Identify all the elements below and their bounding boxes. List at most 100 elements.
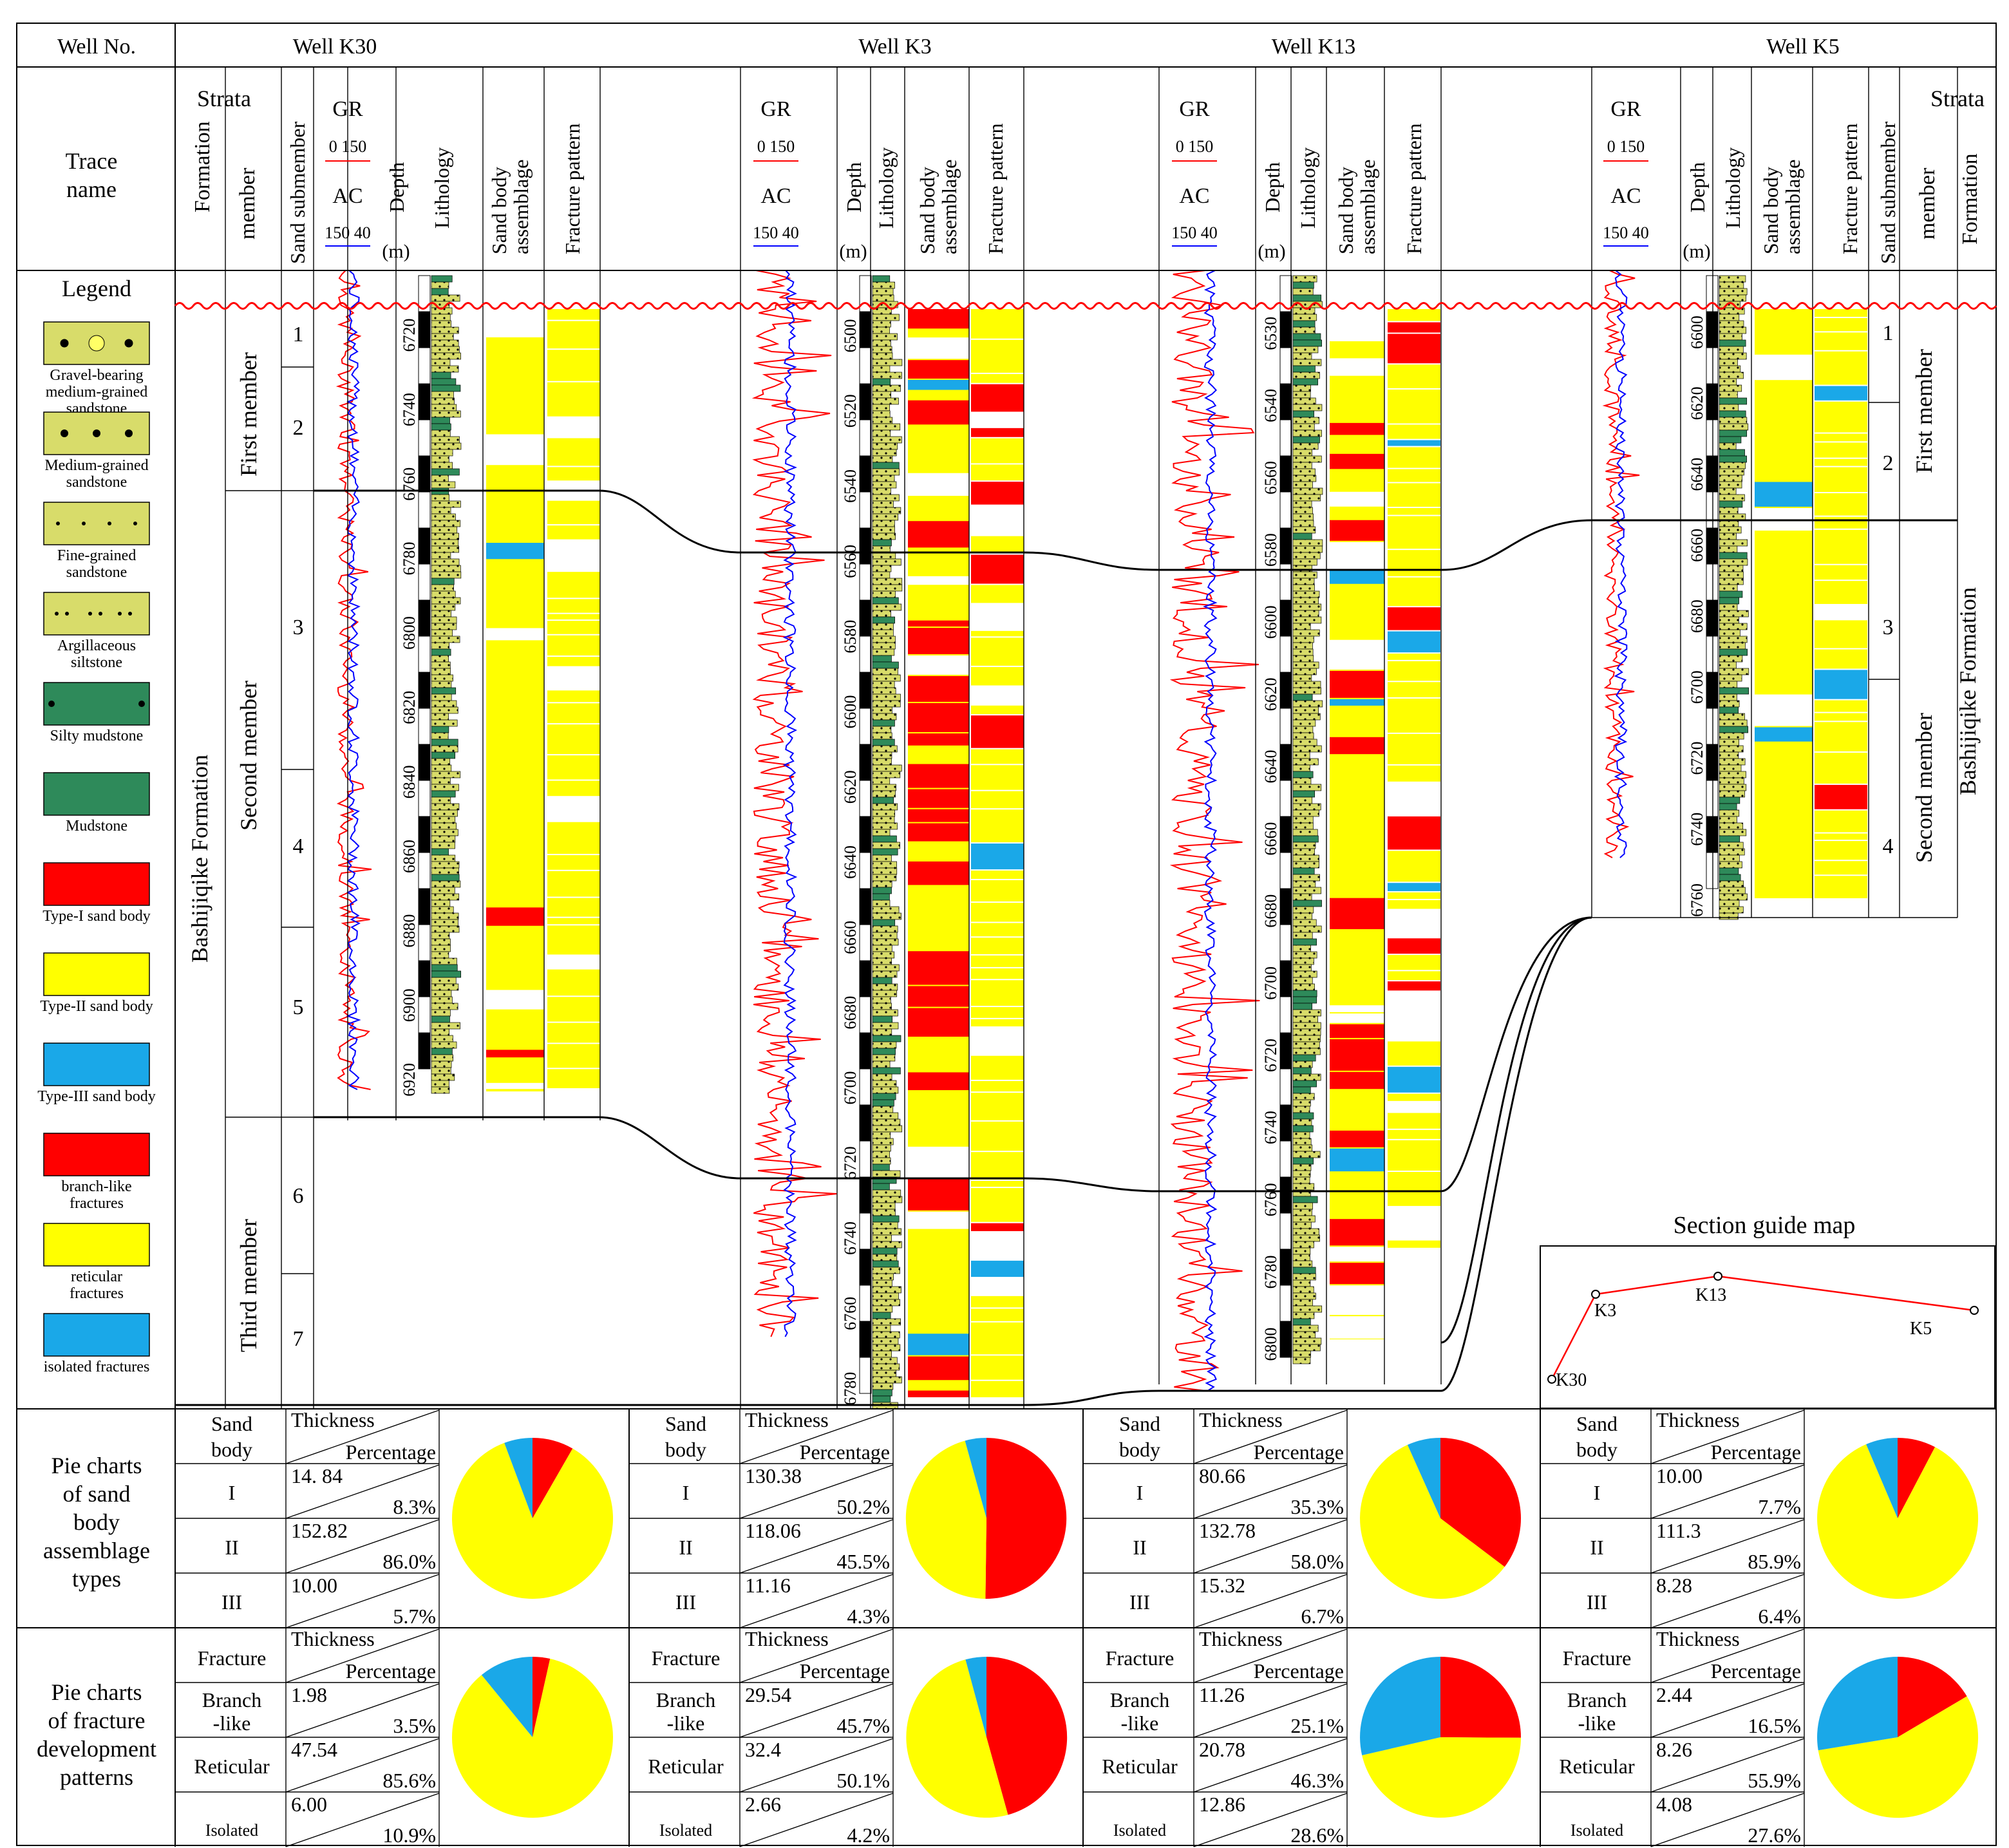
band-segment <box>547 918 600 925</box>
lithology-bed <box>1292 1318 1311 1326</box>
lithology-bed <box>872 655 892 663</box>
lithology-bed <box>872 1247 898 1255</box>
lithology-bed <box>872 1067 901 1075</box>
lithology-bed <box>872 874 897 882</box>
band-segment <box>486 628 544 641</box>
band-segment <box>971 413 1024 427</box>
band-segment <box>908 746 969 763</box>
legend-swatch <box>43 952 150 996</box>
lithology-bed <box>1719 545 1738 553</box>
depth-scale-segment <box>859 1140 872 1178</box>
band-segment <box>547 382 600 417</box>
col-head-line: body <box>1119 1438 1160 1461</box>
depth-unit: (m) <box>1258 241 1285 262</box>
band-segment <box>971 1223 1024 1231</box>
lithology-bed <box>872 1054 896 1062</box>
band-segment <box>1388 851 1440 882</box>
lithology-bed <box>1292 320 1316 328</box>
band-segment <box>547 525 600 540</box>
percentage-head: Percentage <box>800 1659 890 1683</box>
lithology-bed <box>872 1028 892 1036</box>
lithology-bed <box>1292 1170 1311 1178</box>
sand-body-col-head: Sand body <box>211 1412 252 1461</box>
depth-scale-segment <box>859 563 872 601</box>
ac-curve <box>1203 270 1218 1391</box>
band-segment <box>1388 1093 1440 1101</box>
lithology-bed <box>431 835 456 843</box>
band-segment <box>1815 876 1867 898</box>
legend-label-line: siltstone <box>71 654 122 671</box>
band-segment <box>486 990 544 1010</box>
lithology-bed <box>1292 326 1316 334</box>
lithology-bed <box>872 1260 899 1268</box>
fracture-row-title-line: patterns <box>60 1764 133 1790</box>
submember-2-right: 2 <box>1883 451 1894 475</box>
depth-tick-label: 6800 <box>1261 1328 1280 1361</box>
lithology-bed <box>431 500 461 508</box>
legend-label-line: medium-grained <box>46 384 148 401</box>
legend-label-line: sandstone <box>66 474 127 491</box>
lithology-bed <box>872 925 898 933</box>
band-segment <box>1815 649 1867 669</box>
lithology-bed <box>1719 429 1748 437</box>
pie-table-k5-fracture-patterns: Fracture Thickness Percentage Branch -like 2.… <box>1540 1627 1979 1847</box>
depth-scale-segment <box>418 383 431 420</box>
lithology-bed <box>1292 545 1323 553</box>
lithology-bed <box>1719 500 1743 508</box>
lithology-bed <box>431 571 462 579</box>
lithology-bed <box>431 932 450 939</box>
lithology-bed <box>1292 867 1315 875</box>
lithology-bed <box>431 745 458 753</box>
band-segment <box>486 580 544 592</box>
legend-label-line: Medium-grained <box>44 457 148 474</box>
depth-scale-segment <box>1279 455 1292 493</box>
lithology-bed <box>872 1106 894 1113</box>
legend-swatch <box>43 772 150 816</box>
lithology-bed <box>872 809 896 817</box>
lithology-bed <box>1292 996 1317 1004</box>
lithology-bed <box>1292 552 1321 560</box>
lithology-bed <box>431 1048 453 1055</box>
lithology-bed <box>1292 507 1313 514</box>
category-label: I <box>1137 1481 1144 1504</box>
pie-slice <box>1440 1657 1522 1738</box>
lithology-bed <box>1719 475 1742 482</box>
band-segment <box>1388 577 1440 607</box>
submember-2-left: 2 <box>293 416 304 440</box>
band-segment <box>486 474 544 502</box>
lithology-bed <box>1292 520 1314 527</box>
lithology-bed <box>872 771 901 778</box>
lithology-bed <box>872 487 891 495</box>
lithology-bed <box>1292 1048 1321 1055</box>
sand-body-header-line: Sand body <box>1334 167 1357 254</box>
strata-labels: Bashijiqike Formation Bashijiqike Format… <box>187 321 1981 1352</box>
lithology-bed <box>1719 423 1749 431</box>
lithology-bed <box>872 1131 891 1139</box>
lithology-bed <box>872 642 896 650</box>
band-segment <box>547 635 600 656</box>
band-segment <box>908 426 969 439</box>
depth-scale-segment <box>1279 708 1292 745</box>
band-segment <box>1388 883 1440 891</box>
depth-scale-segment <box>859 636 872 673</box>
depth-scale-segment <box>859 960 872 997</box>
band-segment <box>1330 520 1384 541</box>
lithology-bed <box>1292 339 1323 347</box>
submember-1-left: 1 <box>293 323 304 346</box>
lithology-bed <box>431 829 458 836</box>
lithology-bed <box>431 642 449 650</box>
lithology-bed <box>1719 713 1745 721</box>
lithology-bed <box>431 455 449 463</box>
depth-tick-label: 6620 <box>1688 386 1706 420</box>
category-label: Branch -like <box>202 1688 261 1735</box>
lithology-bed <box>1719 442 1737 450</box>
table-diagonal <box>1193 1410 1348 1464</box>
lithology-bed <box>431 539 459 547</box>
band-segment <box>1388 483 1440 507</box>
lithology-bed <box>1719 887 1746 894</box>
lithology-bed <box>431 410 461 418</box>
percentage-value: 86.0% <box>382 1550 436 1573</box>
depth-tick-label: 6860 <box>400 840 419 873</box>
category-label: Branch -like <box>1110 1688 1169 1735</box>
